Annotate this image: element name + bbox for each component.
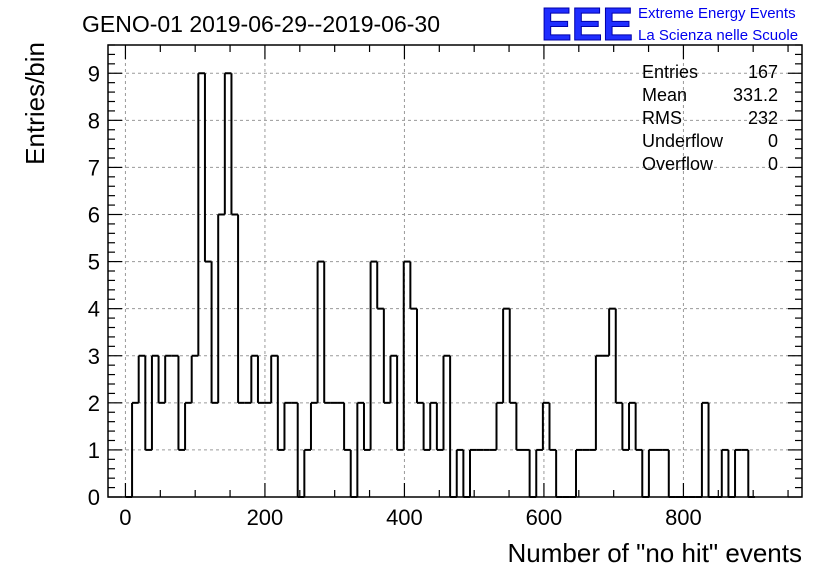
y-tick-label: 3 (88, 344, 100, 369)
y-tick-label: 9 (88, 61, 100, 86)
y-tick-label: 5 (88, 250, 100, 275)
y-tick-label: 4 (88, 297, 100, 322)
stat-label: Underflow (642, 131, 724, 151)
stat-label: RMS (642, 108, 682, 128)
logo-line2: La Scienza nelle Scuole (638, 27, 798, 44)
x-tick-label: 400 (386, 505, 423, 530)
x-tick-label: 800 (665, 505, 702, 530)
y-tick-label: 2 (88, 391, 100, 416)
stat-value: 232 (748, 108, 778, 128)
x-axis-title: Number of "no hit" events (508, 538, 803, 568)
y-tick-label: 0 (88, 485, 100, 510)
y-tick-label: 8 (88, 108, 100, 133)
stat-label: Mean (642, 85, 687, 105)
stat-value: 0 (768, 131, 778, 151)
axis-ticks (108, 44, 802, 498)
logo-line1: Extreme Energy Events (638, 5, 796, 22)
stat-value: 331.2 (733, 85, 778, 105)
logo-letters: EEE (541, 0, 633, 50)
y-tick-label: 6 (88, 203, 100, 228)
stats-box: Entries 167 Mean 331.2 RMS 232 Underflow 0 Overf… (642, 62, 778, 174)
x-tick-label: 600 (526, 505, 563, 530)
stat-value: 0 (768, 154, 778, 174)
histogram-layer (125, 72, 755, 498)
y-tick-label: 7 (88, 155, 100, 180)
y-axis-title: Entries/bin (20, 42, 50, 165)
x-tick-label: 200 (247, 505, 284, 530)
stat-label: Entries (642, 62, 698, 82)
stat-label: Overflow (642, 154, 714, 174)
eee-logo: EEE Extreme Energy Events La Scienza nel… (541, 0, 799, 51)
tick-labels: 0 200 400 600 800 0 1 2 3 4 5 6 7 8 9 (88, 61, 702, 530)
chart-title: GENO-01 2019-06-29--2019-06-30 (82, 11, 440, 37)
x-tick-label: 0 (119, 505, 131, 530)
y-tick-label: 1 (88, 438, 100, 463)
grid-lines (108, 45, 802, 497)
stat-value: 167 (748, 62, 778, 82)
